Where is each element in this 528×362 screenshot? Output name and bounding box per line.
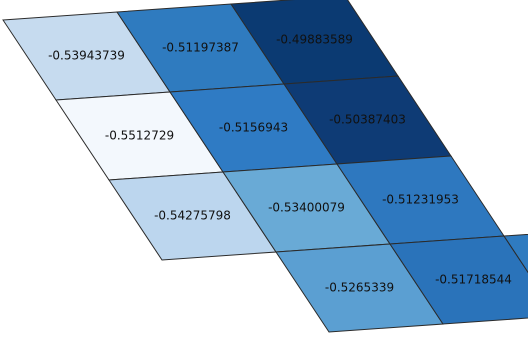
- heatmap-labels: -0.53943739 -0.51197387 -0.49883589 -0.5512…: [48, 33, 512, 295]
- cell-value-label: -0.50387403: [329, 113, 406, 127]
- cell-value-label: -0.5265339: [325, 281, 394, 295]
- cell-value-label: -0.51197387: [162, 41, 239, 55]
- cell-value-label: -0.53400079: [268, 201, 345, 215]
- cell-value-label: -0.51231953: [382, 193, 459, 207]
- heatmap-cell-r3-c2: [389, 235, 528, 325]
- cell-value-label: -0.49883589: [276, 33, 353, 47]
- cell-value-label: -0.51718544: [435, 273, 512, 287]
- heatmap-cells: [2, 0, 528, 333]
- cell-value-label: -0.5156943: [219, 121, 288, 135]
- cell-value-label: -0.53943739: [48, 49, 125, 63]
- cell-value-label: -0.54275798: [154, 209, 231, 223]
- cell-value-label: -0.5512729: [105, 129, 174, 143]
- heatmap-cell-r3-c3: [503, 233, 528, 274]
